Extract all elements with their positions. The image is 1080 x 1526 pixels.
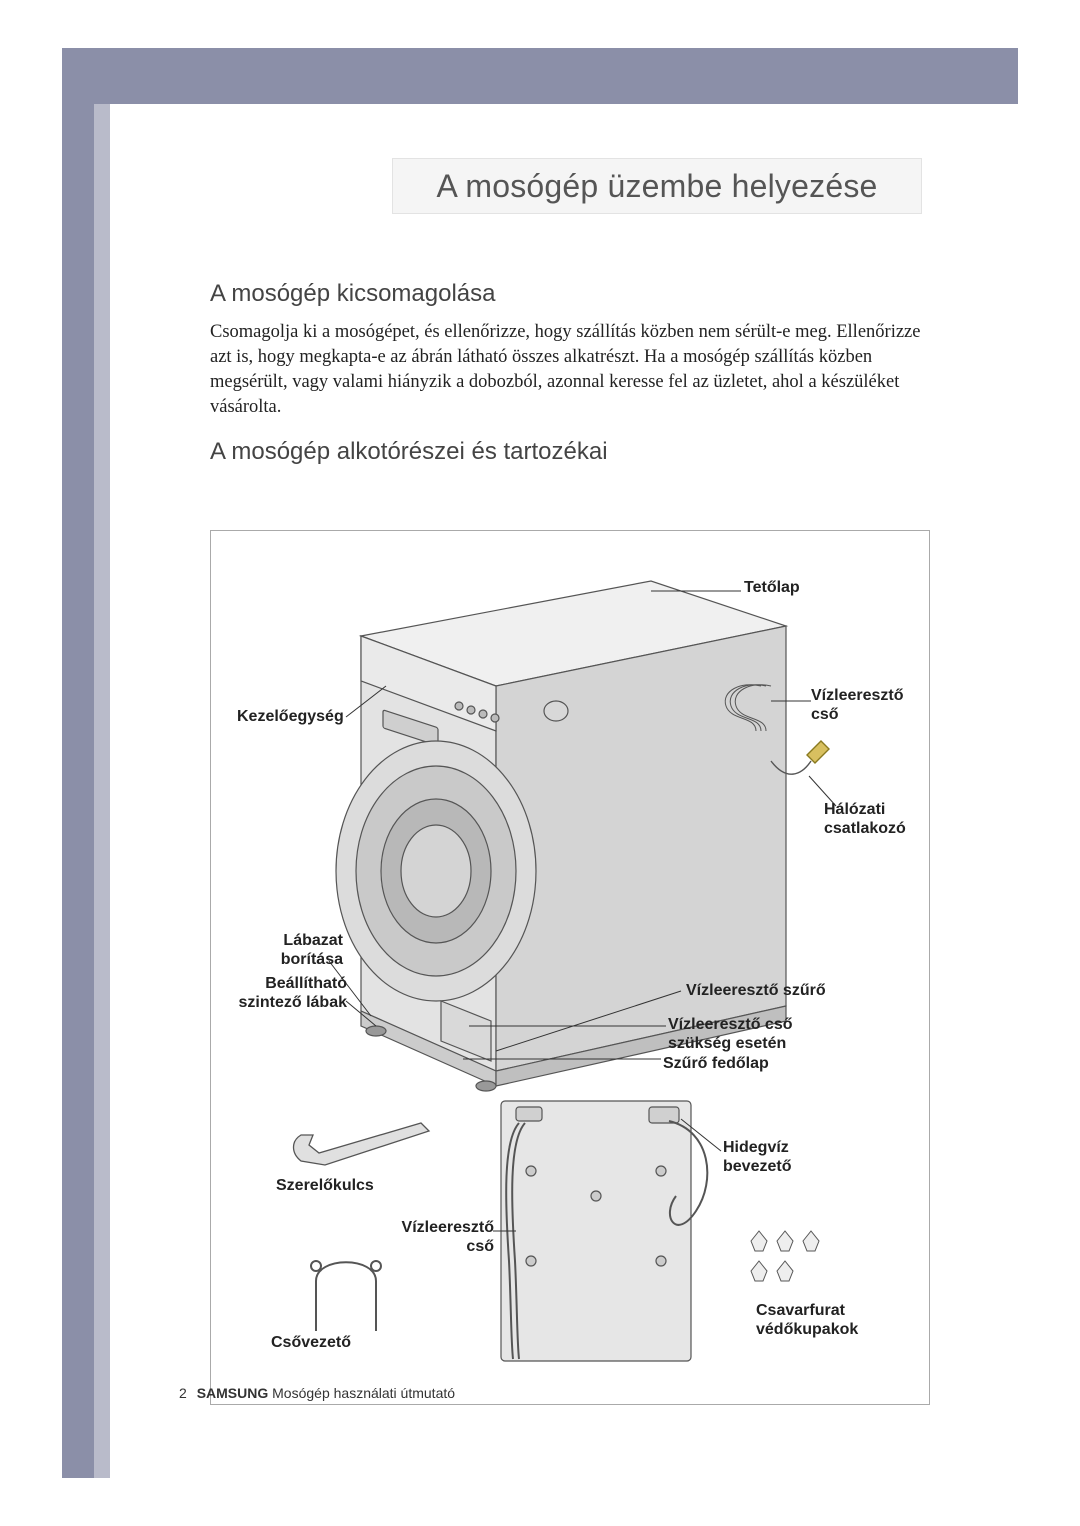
label-szuro: Vízleeresztő szűrő: [686, 981, 826, 1000]
parts-diagram: Tetőlap Kezelőegység Vízleeresztő cső Há…: [210, 530, 930, 1405]
frame-left-bar: [62, 48, 94, 1478]
label-vizleereszto-cso-top: Vízleeresztő cső: [811, 686, 903, 724]
label-szerelokulcs: Szerelőkulcs: [276, 1176, 374, 1195]
page-number: 2: [179, 1385, 187, 1401]
manual-page: A mosógép üzembe helyezése A mosógép kic…: [0, 0, 1080, 1526]
footer-text: Mosógép használati útmutató: [268, 1385, 455, 1401]
label-csavarfurat: Csavarfurat védőkupakok: [756, 1301, 858, 1339]
label-labazat: Lábazat borítása: [273, 931, 343, 969]
label-vizleereszto-cso-mid: Vízleeresztő cső szükség esetén: [668, 1015, 793, 1053]
section1-body: Csomagolja ki a mosógépet, és ellenőrizz…: [210, 320, 930, 420]
footer-brand: SAMSUNG: [197, 1385, 269, 1401]
label-kezeloegyseg: Kezelőegység: [237, 707, 344, 726]
label-szuro-fedolap: Szűrő fedőlap: [663, 1054, 769, 1073]
text-content: A mosógép kicsomagolása Csomagolja ki a …: [210, 280, 930, 466]
page-title-box: A mosógép üzembe helyezése: [392, 158, 922, 214]
label-halozati: Hálózati csatlakozó: [824, 800, 906, 838]
section2-heading: A mosógép alkotórészei és tartozékai: [210, 438, 930, 466]
label-vizleereszto-cso-bottom: Vízleeresztő cső: [399, 1218, 494, 1256]
page-title: A mosógép üzembe helyezése: [436, 168, 877, 205]
spine-bar: [94, 104, 110, 1478]
label-csovezeto: Csővezető: [271, 1333, 351, 1352]
section1-heading: A mosógép kicsomagolása: [210, 280, 930, 308]
frame-top-bar: [62, 48, 1018, 104]
label-hidegviz: Hidegvíz bevezető: [723, 1138, 791, 1176]
label-tetolap: Tetőlap: [744, 578, 800, 597]
label-beallithato: Beállítható szintező lábak: [227, 974, 347, 1012]
page-footer: 2 SAMSUNG Mosógép használati útmutató: [179, 1385, 455, 1401]
